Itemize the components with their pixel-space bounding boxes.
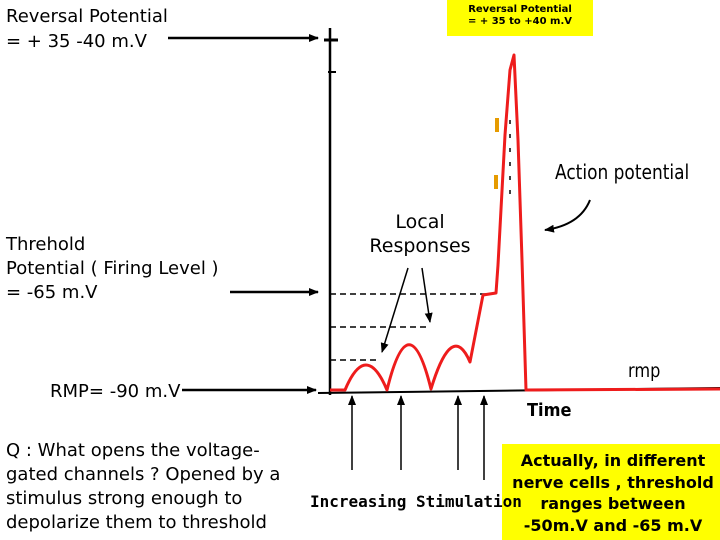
reversal-potential-label: Reversal Potential = + 35 -40 m.V — [6, 6, 168, 52]
time-axis-label: Time — [527, 400, 572, 421]
membrane-potential-trace — [330, 53, 720, 392]
local-response-arrow-2 — [421, 267, 433, 323]
local-responses-label: Local Responses — [369, 211, 471, 257]
peak-mark — [494, 175, 498, 189]
question-text: Q : What opens the voltage- gated channe… — [6, 440, 281, 533]
action-potential-label: Action potential — [555, 160, 690, 184]
reversal-highlight-box — [447, 0, 593, 36]
action-potential-arrow — [544, 199, 591, 233]
local-response-arrow-1 — [380, 267, 409, 353]
stimulation-label: Increasing Stimulation — [310, 492, 522, 511]
rmp-value-label: RMP= -90 m.V — [50, 381, 181, 402]
peak-mark — [495, 118, 499, 132]
reversal-box-label: Reversal Potential = + 35 to +40 m.V — [468, 4, 572, 27]
threshold-note-box — [502, 444, 720, 540]
threshold-label: Threhold Potential ( Firing Level ) = -6… — [6, 234, 219, 303]
rmp-axis-label: rmp — [628, 360, 661, 382]
threshold-note-text: Actually, in different nerve cells , thr… — [512, 451, 714, 535]
